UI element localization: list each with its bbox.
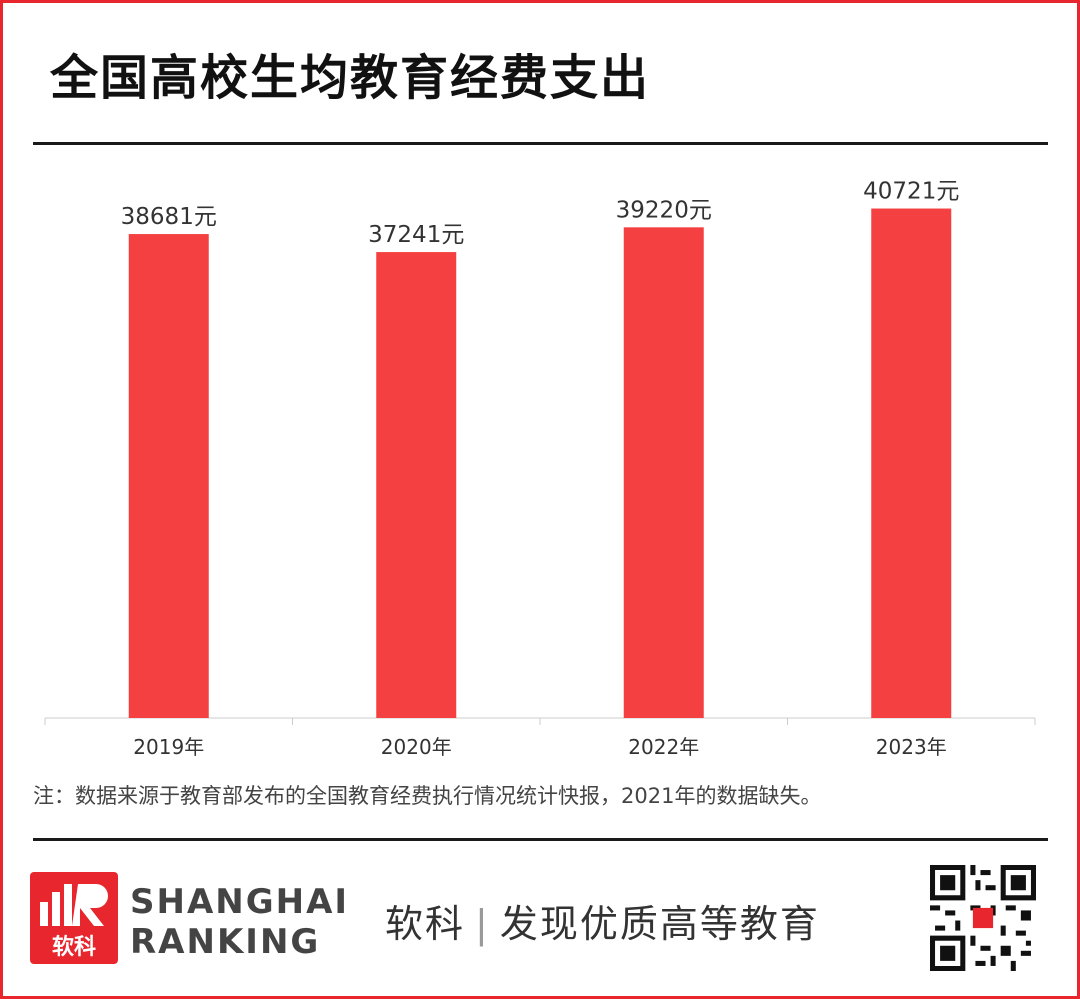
x-tick-label-1: 2020年	[381, 735, 452, 759]
logo-mark-text: 软科	[52, 934, 96, 960]
bottom-divider	[33, 838, 1048, 841]
bar-1	[376, 252, 457, 718]
data-label-1: 37241元	[368, 222, 464, 248]
bar-0	[128, 234, 209, 718]
bar-chart: 38681元 2019年 37241元 2020年 39220元 2022年 40721元 2…	[44, 179, 1036, 759]
slogan-separator: |	[475, 902, 490, 946]
data-label-2: 39220元	[616, 197, 712, 223]
x-tick-label-3: 2023年	[876, 735, 947, 759]
shanghai-ranking-logo-icon: 软科	[30, 872, 118, 964]
data-label-3: 40721元	[863, 179, 959, 205]
logo-wordmark-line1: SHANGHAI	[130, 882, 350, 922]
top-divider	[33, 142, 1048, 145]
slogan-text: 发现优质高等教育	[499, 902, 820, 946]
bar-2	[623, 227, 704, 719]
data-label-0: 38681元	[121, 204, 217, 230]
logo-wordmark-line2: RANKING	[130, 922, 321, 962]
x-tick-label-0: 2019年	[133, 735, 204, 759]
qr-code-icon[interactable]	[930, 865, 1036, 971]
slogan-brand: 软科	[385, 902, 466, 946]
data-source-note: 注：数据来源于教育部发布的全国教育经费执行情况统计快报，2021年的数据缺失。	[33, 784, 822, 808]
slogan: 软科 | 发现优质高等教育	[385, 893, 820, 948]
page-title: 全国高校生均教育经费支出	[50, 50, 651, 106]
bar-3	[871, 208, 952, 719]
x-tick-label-2: 2022年	[628, 735, 699, 759]
